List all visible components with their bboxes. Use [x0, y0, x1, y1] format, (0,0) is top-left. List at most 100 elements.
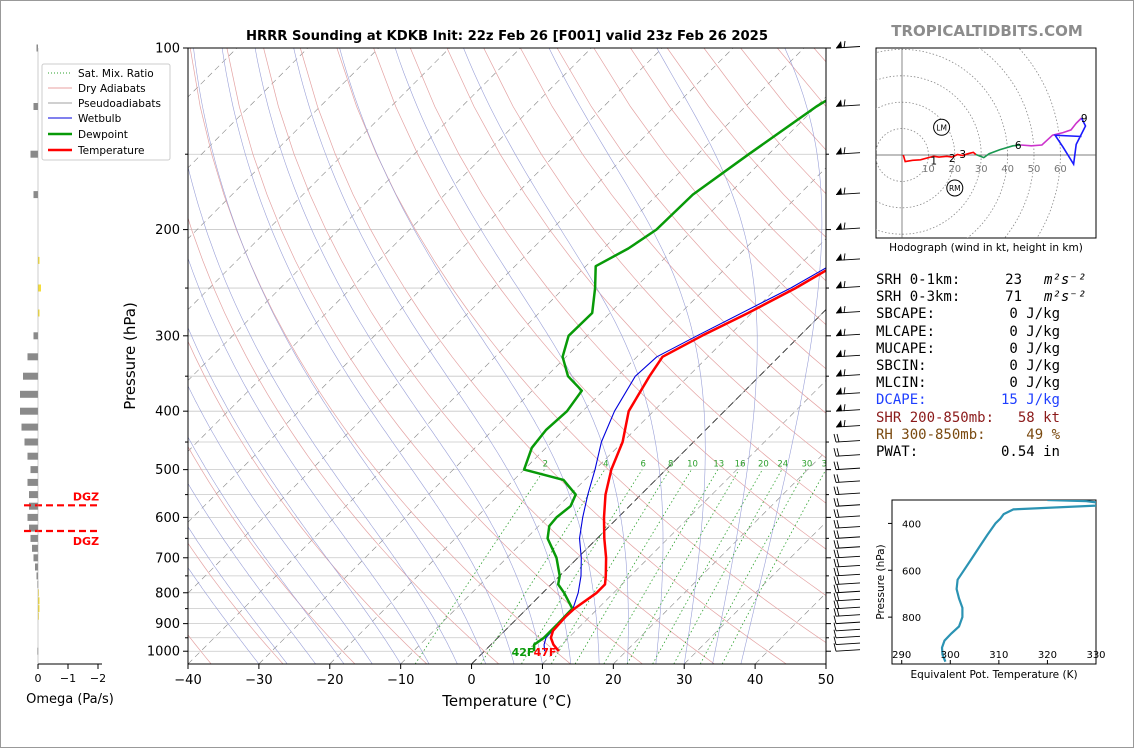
hodo-height-label: 3: [959, 149, 966, 161]
thetae-y-tick-label: 400: [902, 519, 921, 530]
wind-barb-feather: [833, 519, 837, 529]
site-label: TROPICALTIDBITS.COM: [891, 22, 1083, 40]
omega-tick-label: 0: [35, 672, 42, 685]
omega-bar: [24, 438, 38, 446]
wind-barb-flag: [836, 187, 842, 195]
omega-bar: [38, 256, 40, 264]
chart-title: HRRR Sounding at KDKB Init: 22z Feb 26 […: [246, 29, 768, 44]
hodo-segment: [951, 151, 977, 158]
index-label: SBCIN:: [876, 357, 927, 374]
hodo-segment: [1053, 117, 1087, 167]
storm-motion-label: RM: [949, 184, 961, 193]
omega-bar: [33, 554, 38, 562]
index-value: 0 J/kg: [1009, 323, 1060, 340]
index-row: PWAT: 0.54 in: [876, 444, 1096, 461]
index-row: MLCIN: 0 J/kg: [876, 375, 1096, 392]
index-value: 58 kt: [1017, 409, 1060, 426]
thetae-ylabel: Pressure (hPa): [875, 544, 887, 619]
mixing-ratio-label: 16: [735, 460, 746, 470]
wind-barb-staff: [835, 621, 861, 625]
wind-barb-feather: [843, 99, 846, 107]
moist-adiabat: [188, 165, 458, 664]
mixing-ratio-line: [480, 469, 606, 664]
index-row: DCAPE: 15 J/kg: [876, 392, 1096, 409]
x-tick-label: 40: [747, 673, 764, 688]
sounding-indices: SRH 0-1km: 23 m²s⁻² SRH 0-3km: 71 m²s⁻² SBCAPE…: [876, 272, 1096, 461]
moist-adiabat: [656, 48, 758, 664]
skewt-frame: [187, 47, 827, 665]
omega-bar: [35, 563, 38, 571]
mixing-ratio-label: 10: [687, 460, 698, 470]
wind-barb-staff: [835, 590, 861, 594]
wind-barb-feather: [843, 369, 846, 377]
wind-barb-feather: [836, 509, 840, 518]
skewt-background-lines: 2 4 6 8 10 13 16 20 24 30 36: [0, 48, 832, 664]
hodo-segment: [1020, 117, 1083, 147]
isotherm: [542, 380, 826, 664]
wind-barb-flag: [836, 41, 842, 48]
omega-panel: DGZ DGZ: [20, 44, 99, 655]
x-tick-label: −20: [316, 673, 343, 688]
index-label: MLCAPE:: [876, 323, 936, 340]
wind-barb-staff: [835, 480, 861, 483]
legend-entry: Temperature: [77, 145, 145, 157]
wind-barb-feather: [843, 280, 846, 289]
mixing-ratio-label: 4: [603, 460, 608, 470]
wind-barb-feather: [836, 474, 840, 483]
wind-barb-feather: [833, 498, 837, 507]
wind-barb-staff: [835, 614, 861, 617]
hodo-height-label: 6: [1015, 140, 1022, 152]
wind-barb-flag: [836, 99, 842, 107]
wind-barb-feather: [833, 433, 837, 443]
wind-barb-flag: [836, 306, 842, 314]
legend-entry: Dewpoint: [78, 129, 128, 141]
mixing-ratio-label: 36: [821, 460, 832, 470]
wind-barb-flag: [836, 369, 842, 377]
wind-barb-flag: [836, 281, 842, 289]
wind-barb-feather: [836, 486, 840, 495]
dry-adiabat: [593, 48, 826, 326]
index-value: 15 J/kg: [1000, 392, 1060, 409]
storm-motion-marker: [946, 179, 964, 197]
isotherm: [188, 48, 592, 452]
skewt-xlabel: Temperature (°C): [441, 692, 571, 710]
hodograph-caption: Hodograph (wind in kt, height in km): [889, 242, 1083, 254]
wind-barb-feather: [833, 558, 837, 568]
dry-adiabat: [446, 48, 826, 504]
index-unit: m²s⁻²: [1044, 289, 1087, 306]
wind-barb-feather: [833, 461, 837, 470]
index-label: PWAT:: [876, 443, 919, 460]
wind-barb-flag: [836, 404, 842, 412]
omega-bar: [33, 191, 38, 199]
omega-bar: [27, 452, 38, 460]
hodo-ring-label: 20: [948, 164, 961, 175]
y-tick-label: 900: [155, 617, 180, 632]
temperature-line: [549, 268, 826, 652]
moist-adiabat: [740, 48, 823, 664]
mixing-ratio-line: [574, 469, 692, 664]
x-tick-label: 30: [676, 673, 693, 688]
dry-adiabat: [188, 216, 500, 664]
isotherm: [613, 450, 826, 664]
wind-barb-feather: [833, 615, 837, 624]
wind-barb-feather: [843, 40, 846, 49]
omega-bar: [21, 423, 38, 431]
dry-adiabat: [409, 48, 826, 550]
moist-adiabat: [188, 482, 316, 664]
y-tick-label: 400: [155, 405, 180, 420]
skewt-ylabel: Pressure (hPa): [121, 302, 139, 410]
index-label: MUCAPE:: [876, 340, 936, 357]
isotherm: [0, 48, 24, 664]
thetae-x-tick-label: 290: [892, 650, 911, 661]
omega-bar: [27, 353, 38, 361]
legend-entry: Pseudoadiabats: [78, 98, 161, 110]
dry-adiabat: [188, 340, 428, 664]
wind-barb-feather: [836, 519, 840, 529]
dry-adiabat: [188, 446, 356, 664]
wind-barb-feather: [836, 608, 840, 617]
dewpoint-line: [522, 99, 826, 652]
wind-barb-feather: [833, 636, 837, 645]
omega-bar: [33, 332, 38, 340]
y-tick-label: 500: [155, 463, 180, 478]
